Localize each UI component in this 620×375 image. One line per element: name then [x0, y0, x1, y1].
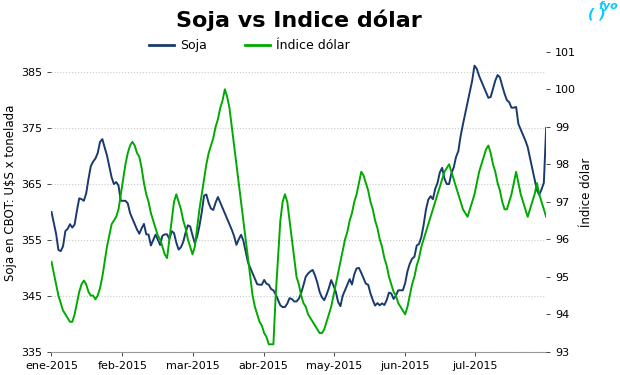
- Soja: [542, 126, 550, 130]
- Soja: [279, 305, 286, 309]
- Índice dólar: [427, 214, 434, 219]
- Soja: [244, 260, 252, 265]
- Soja: [108, 175, 115, 180]
- Soja: [188, 233, 196, 237]
- Title: Soja vs Indice dólar: Soja vs Indice dólar: [176, 10, 422, 32]
- Índice dólar: [247, 274, 254, 279]
- Índice dólar: [542, 214, 550, 219]
- Y-axis label: Soja en CBOT: U$S x tonelada: Soja en CBOT: U$S x tonelada: [4, 104, 17, 280]
- Soja: [425, 198, 432, 202]
- Legend: Soja, Índice dólar: Soja, Índice dólar: [149, 39, 350, 52]
- Soja: [48, 210, 55, 214]
- Índice dólar: [76, 290, 83, 294]
- Índice dólar: [221, 87, 229, 92]
- Índice dólar: [219, 98, 226, 103]
- Line: Índice dólar: Índice dólar: [51, 89, 546, 344]
- Índice dólar: [188, 252, 196, 257]
- Soja: [471, 63, 478, 68]
- Text: ( ): ( ): [588, 8, 606, 21]
- Soja: [219, 206, 226, 210]
- Line: Soja: Soja: [51, 66, 546, 307]
- Text: fyo: fyo: [598, 1, 618, 11]
- Soja: [76, 196, 83, 201]
- Índice dólar: [108, 222, 115, 226]
- Índice dólar: [48, 260, 55, 264]
- Índice dólar: [265, 342, 273, 346]
- Y-axis label: Índice dólar: Índice dólar: [580, 158, 593, 227]
